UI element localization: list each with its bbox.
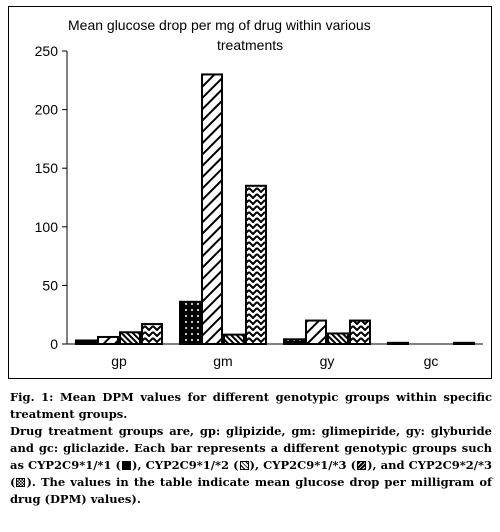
genotype-2-swatch-icon	[239, 461, 249, 470]
y-tick-label: 150	[35, 160, 59, 176]
y-tick-label: 250	[35, 43, 59, 59]
genotype-4-swatch-icon	[16, 478, 26, 487]
caption-genotype-1: CYP2C9*1/*1 (	[28, 458, 122, 472]
bar-gm-series-4	[245, 184, 267, 345]
bar-gp-series-4	[141, 323, 163, 345]
y-tick-label: 0	[50, 336, 58, 352]
x-tick-label: gp	[111, 353, 127, 369]
x-tick-label: gc	[424, 353, 439, 369]
bar-gm-series-3	[223, 333, 245, 345]
caption-text-1: Drug treatment groups are, gp: glipizide…	[10, 424, 492, 472]
caption-genotype-4: and CYP2C9*2/*3 (	[10, 458, 493, 489]
y-tick-label: 50	[42, 277, 58, 293]
caption-genotype-2-end: ),	[249, 458, 264, 472]
bar-gy-series-2	[305, 319, 327, 345]
y-axis: 0 50 100 150 200 250	[35, 43, 68, 352]
figure-caption: Fig. 1: Mean DPM values for different ge…	[10, 389, 492, 508]
genotype-3-swatch-icon	[357, 461, 367, 470]
bar-gp-series-3	[119, 331, 141, 345]
caption-title: Fig. 1: Mean DPM values for different ge…	[10, 390, 492, 421]
chart-frame: Mean glucose drop per mg of drug within …	[8, 6, 492, 379]
bar-gy-series-1	[283, 338, 305, 346]
x-tick-label: gm	[213, 353, 232, 369]
chart-title-line-2: treatments	[217, 37, 283, 53]
chart-title-line-1: Mean glucose drop per mg of drug within …	[68, 17, 371, 33]
bar-gm-series-2	[201, 73, 223, 345]
caption-genotype-3-end: ),	[367, 458, 377, 472]
caption-genotype-4-end: ). The values in the table indicate mean…	[10, 475, 492, 506]
bar-gy-series-3	[327, 332, 349, 345]
bar-chart: Mean glucose drop per mg of drug within …	[35, 17, 483, 369]
y-tick-label: 100	[35, 219, 59, 235]
caption-genotype-3: CYP2C9*1/*3 (	[263, 458, 357, 472]
bar-gp-series-1	[75, 339, 97, 346]
genotype-1-swatch-icon	[122, 461, 132, 470]
caption-body: Drug treatment groups are, gp: glipizide…	[10, 423, 492, 508]
bars	[75, 73, 475, 346]
bar-gp-series-2	[97, 335, 119, 345]
x-tick-label: gy	[320, 353, 335, 369]
x-axis: gp gm gy gc	[67, 343, 483, 369]
bar-gm-series-1	[179, 300, 201, 346]
y-tick-label: 200	[35, 102, 59, 118]
caption-genotype-1-end: ),	[132, 458, 146, 472]
bar-gy-series-4	[349, 319, 371, 345]
caption-genotype-2: CYP2C9*1/*2 (	[145, 458, 239, 472]
